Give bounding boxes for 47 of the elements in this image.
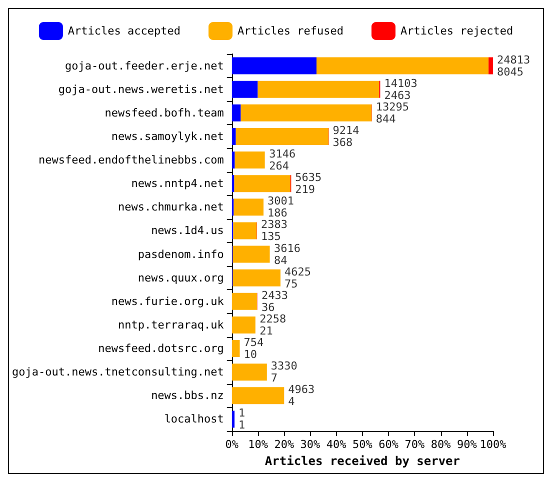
x-tick-label: 100%: [480, 438, 507, 451]
y-tick-label: newsfeed.bofh.team: [104, 106, 224, 120]
annotation: 2383 135: [260, 218, 288, 244]
y-tick-label: news.bbs.nz: [151, 389, 224, 402]
legend-label: Articles accepted: [68, 24, 181, 38]
x-tick-label: 80%: [430, 438, 452, 451]
x-tick-label: 70%: [404, 438, 425, 451]
x-tick-label: 90%: [456, 438, 478, 451]
x-tick-label: 40%: [326, 438, 347, 451]
annotation: 3616 84: [274, 242, 301, 267]
legend-label: Articles rejected: [400, 24, 514, 38]
y-tick-label: news.samoylyk.net: [111, 130, 224, 143]
y-tick-label: localhost: [164, 412, 224, 426]
annotation: 24813 8045: [497, 53, 530, 78]
y-tick-label: goja-out.news.weretis.net: [58, 82, 224, 96]
annotation: 3330 7: [270, 360, 298, 385]
legend-label: Articles refused: [238, 24, 344, 38]
x-tick-label: 60%: [378, 438, 399, 451]
annotation: 13295 844: [376, 100, 409, 126]
y-tick-label: goja-out.news.tnetconsulting.net: [12, 366, 224, 379]
annotation: 14103 2463: [384, 76, 418, 102]
annotation: 754 10: [244, 336, 264, 362]
y-tick-label: news.nntp4.net: [131, 177, 224, 190]
x-axis-title: Articles received by server: [264, 454, 460, 468]
y-tick-label: goja-out.feeder.erje.net: [64, 59, 224, 72]
y-tick-label: news.furie.org.uk: [111, 294, 224, 308]
annotation: 9214 368: [332, 124, 360, 149]
x-tick-label: 30%: [300, 438, 321, 451]
annotation: 4963 4: [288, 383, 315, 408]
annotation: 3146 264: [269, 148, 296, 173]
y-tick-label: news.quux.org: [138, 271, 224, 284]
y-tick-label: pasdenom.info: [138, 248, 224, 261]
annotation: 5635 219: [295, 171, 322, 196]
annotation: 3001 186: [268, 194, 294, 220]
x-tick-label: 10%: [248, 438, 268, 451]
annotation: 4625 75: [284, 265, 311, 290]
annotation: 2433 36: [262, 288, 288, 314]
y-tick-label: newsfeed.dotsrc.org: [98, 342, 224, 356]
x-tick-label: 50%: [352, 438, 373, 451]
y-tick-label: news.chmurka.net: [118, 200, 224, 214]
x-tick-label: 20%: [274, 438, 294, 451]
y-tick-label: newsfeed.endofthelinebbs.com: [38, 154, 224, 167]
annotation: 2258 21: [260, 312, 286, 338]
y-tick-label: nntp.terraraq.uk: [118, 318, 224, 332]
annotation: 1 1: [238, 406, 246, 432]
y-tick-label: news.1d4.us: [151, 224, 224, 238]
x-tick-label: 0%: [225, 438, 239, 451]
